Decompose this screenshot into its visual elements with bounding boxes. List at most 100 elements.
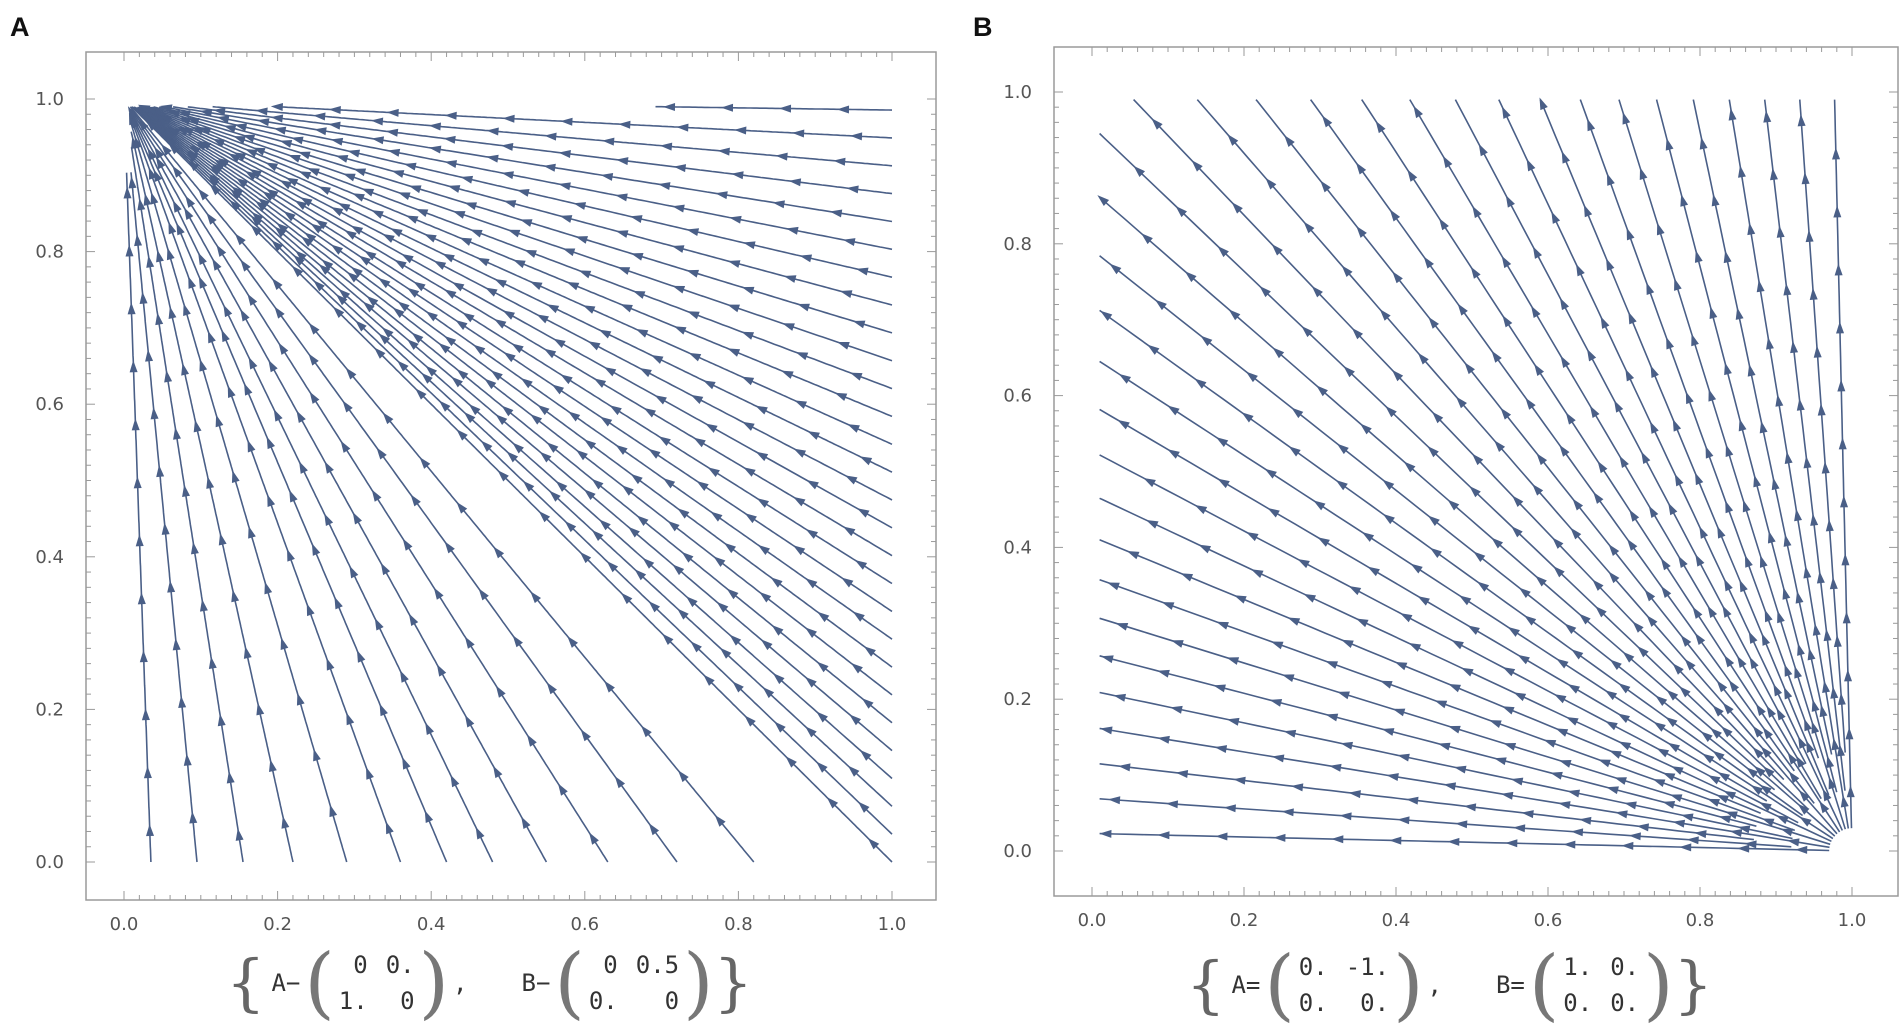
panel-a-flow-arrow xyxy=(456,429,468,441)
panel-b-flow-arrow xyxy=(1097,195,1110,207)
panel-a-flow-arrow xyxy=(183,303,191,316)
panel-a-flow-arrow xyxy=(829,209,843,218)
panel-a-flow-arrow xyxy=(615,193,628,202)
panel-b-flow-arrow xyxy=(1756,279,1765,293)
panel-b-flow-arrow xyxy=(1598,759,1611,768)
panel-b-flow-arrow xyxy=(1652,779,1666,787)
panel-b-flow-arrow xyxy=(1566,716,1579,726)
panel-b-streamline xyxy=(1099,798,1792,848)
panel-a-flow-arrow xyxy=(221,329,230,343)
panel-b-flow-arrow xyxy=(1624,801,1637,810)
panel-b-flow-arrow xyxy=(1147,344,1160,355)
panel-b-flow-arrow xyxy=(1666,336,1675,350)
panel-a-flow-arrow xyxy=(493,765,503,779)
panel-b-flow-arrow xyxy=(1777,610,1785,624)
panel-a-flow-arrow xyxy=(693,437,706,448)
panel-a-flow-arrow xyxy=(580,729,591,742)
panel-a-flow-arrow xyxy=(464,715,475,728)
panel-a-flow-arrow xyxy=(235,828,244,841)
panel-b-flow-arrow xyxy=(1100,726,1113,735)
panel-a-flow-arrow xyxy=(744,715,756,727)
panel-b-flow-arrow xyxy=(1837,692,1846,705)
panel-a-flow-arrow xyxy=(279,180,292,190)
panel-b-flow-arrow xyxy=(1397,816,1410,825)
panel-a-flow-arrow xyxy=(385,128,399,137)
panel-a-flow-arrow xyxy=(308,353,319,366)
panel-a-flow-arrow xyxy=(172,638,181,651)
panel-b-flow-arrow xyxy=(1459,595,1472,606)
panel-a-flow-arrow xyxy=(854,560,868,570)
panel-b-x-tick-label: 0.4 xyxy=(1382,910,1411,931)
panel-b-flow-arrow xyxy=(1650,421,1659,434)
panel-a-flow-arrow xyxy=(566,282,580,291)
panel-a-flow-arrow xyxy=(229,200,242,212)
panel-b-flow-arrow xyxy=(1259,285,1271,298)
panel-b-flow-arrow xyxy=(1666,689,1679,701)
panel-b-flow-arrow xyxy=(1784,451,1793,464)
panel-a-flow-arrow xyxy=(408,185,422,194)
panel-b-flow-arrow xyxy=(1819,704,1828,718)
panel-a-flow-arrow xyxy=(648,601,661,613)
panel-a-flow-arrow xyxy=(582,305,596,314)
panel-a-flow-arrow xyxy=(173,427,181,440)
panel-a-flow-arrow xyxy=(407,287,420,298)
panel-a-flow-arrow xyxy=(817,611,830,623)
panel-b-flow-arrow xyxy=(1525,397,1536,410)
panel-b-flow-arrow xyxy=(1392,271,1403,284)
panel-b-flow-arrow xyxy=(1512,495,1524,508)
panel-a-flow-arrow xyxy=(299,461,308,474)
panel-b-flow-arrow xyxy=(1184,271,1197,283)
panel-b-flow-arrow xyxy=(1564,623,1577,635)
matrix-cell: 0. xyxy=(588,987,618,1015)
panel-b-flow-arrow xyxy=(1737,844,1750,853)
panel-a-flow-arrow xyxy=(346,271,359,283)
panel-b-flow-arrow xyxy=(1608,544,1620,556)
panel-a-flow-arrow xyxy=(762,687,775,699)
panel-b-flow-arrow xyxy=(1524,615,1537,626)
panel-a-flow-arrow xyxy=(553,338,566,349)
panel-b-flow-arrow xyxy=(1744,840,1757,849)
panel-b-flow-arrow xyxy=(1762,727,1773,740)
panel-label-a: A xyxy=(10,12,30,42)
panel-a-flow-arrow xyxy=(199,108,213,117)
panel-a-flow-arrow xyxy=(513,259,526,269)
panel-a-flow-arrow xyxy=(687,311,700,320)
panel-a-streamline xyxy=(275,105,893,139)
panel-a-flow-arrow xyxy=(536,314,549,324)
matrix-cell: 0. xyxy=(1563,989,1593,1017)
panel-a-flow-arrow xyxy=(493,546,505,559)
panel-a-flow-arrow xyxy=(673,164,687,173)
panel-a-flow-arrow xyxy=(502,114,515,123)
panel-a-flow-arrow xyxy=(350,266,363,278)
panel-b-flow-arrow xyxy=(1472,453,1484,466)
panel-a-flow-arrow xyxy=(464,202,478,210)
panel-a-flow-arrow xyxy=(421,372,433,384)
panel-b-flow-arrow xyxy=(1397,753,1410,762)
panel-b-flow-arrow xyxy=(1473,551,1486,563)
panel-b-flow-arrow xyxy=(1707,775,1721,785)
panel-a-flow-arrow xyxy=(805,627,817,638)
panel-a-flow-arrow xyxy=(579,551,592,564)
panel-a-flow-arrow xyxy=(490,370,503,381)
panel-a-flow-arrow xyxy=(686,228,700,237)
panel-a-flow-arrow xyxy=(847,765,860,777)
panel-b-streamline xyxy=(1099,454,1799,824)
panel-a-flow-arrow xyxy=(135,534,144,547)
panel-a-flow-arrow xyxy=(464,636,475,649)
panel-a-flow-arrow xyxy=(852,320,866,329)
panel-b-flow-arrow xyxy=(1559,297,1570,311)
panel-a-flow-arrow xyxy=(850,132,863,141)
panel-a-flow-arrow xyxy=(176,222,185,236)
panel-a-flow-arrow xyxy=(667,520,680,532)
panel-b-flow-arrow xyxy=(1464,362,1475,375)
panel-b-flow-arrow xyxy=(1632,621,1644,633)
panel-a-flow-arrow xyxy=(663,102,676,111)
panel-b-flow-arrow xyxy=(1175,205,1188,218)
caption-b-matrix-b-left-paren: ( xyxy=(1528,940,1560,1030)
panel-a-flow-arrow xyxy=(146,255,155,268)
panel-b-flow-arrow xyxy=(1551,211,1561,224)
panel-b-flow-arrow xyxy=(1118,763,1131,772)
panel-b-flow-arrow xyxy=(1316,385,1328,397)
panel-a-flow-arrow xyxy=(231,589,240,603)
caption-a-matrix-a-right-paren: ) xyxy=(418,938,450,1028)
